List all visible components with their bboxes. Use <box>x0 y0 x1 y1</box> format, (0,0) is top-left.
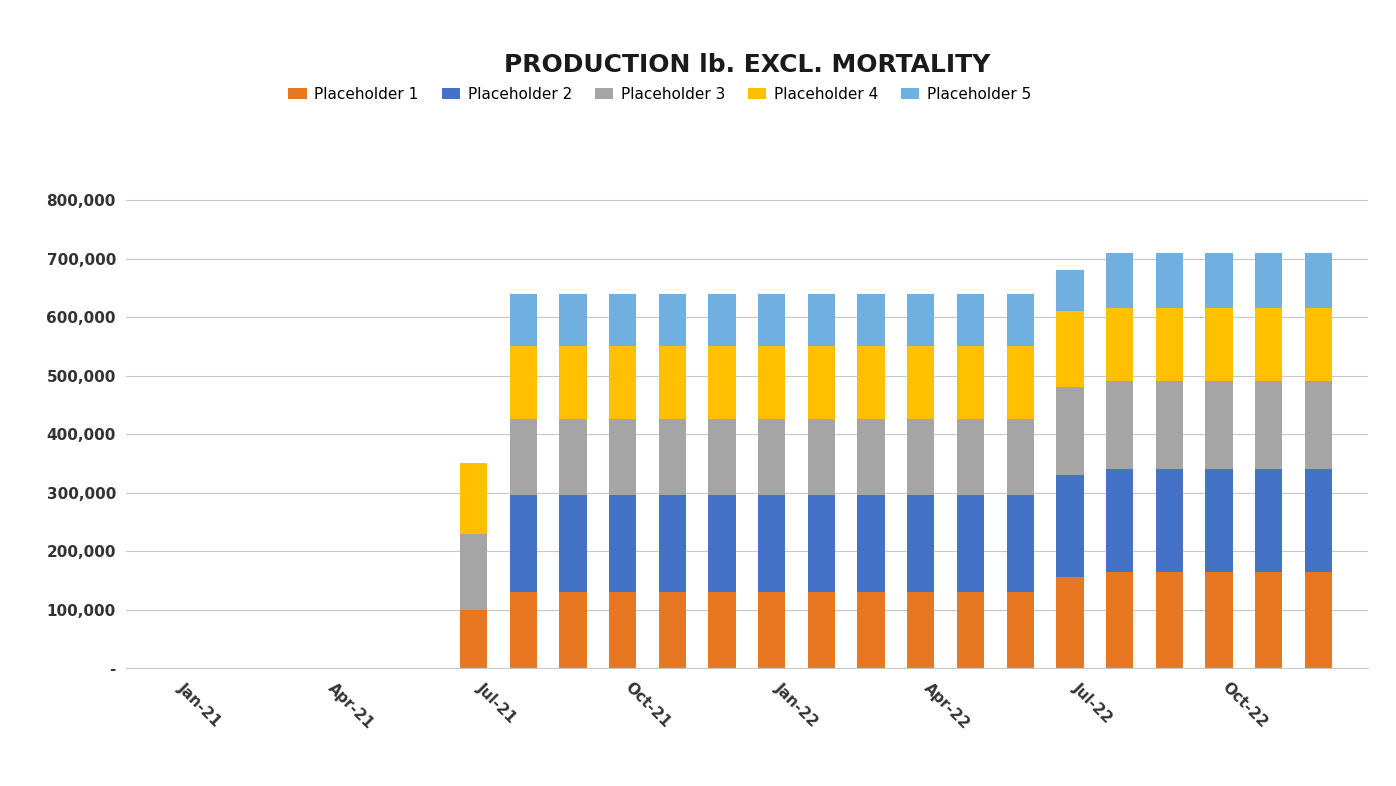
Bar <box>808 294 835 347</box>
Bar <box>560 347 586 420</box>
Bar <box>956 495 984 592</box>
Bar <box>1007 420 1034 495</box>
Bar <box>1057 270 1083 311</box>
Bar <box>1255 571 1283 668</box>
Bar <box>560 495 586 592</box>
Bar <box>808 347 835 420</box>
Bar <box>609 294 637 347</box>
Bar <box>659 420 685 495</box>
Bar <box>758 495 786 592</box>
Bar <box>758 420 786 495</box>
Bar <box>808 592 835 668</box>
Bar <box>1255 308 1283 381</box>
Bar <box>857 495 885 592</box>
Bar <box>1205 308 1233 381</box>
Bar <box>1106 308 1134 381</box>
Bar <box>907 347 934 420</box>
Bar <box>708 294 736 347</box>
Bar <box>907 495 934 592</box>
Bar <box>1156 252 1182 308</box>
Legend: Placeholder 1, Placeholder 2, Placeholder 3, Placeholder 4, Placeholder 5: Placeholder 1, Placeholder 2, Placeholde… <box>282 81 1037 108</box>
Bar <box>1205 469 1233 571</box>
Bar <box>1007 592 1034 668</box>
Bar <box>1106 469 1134 571</box>
Bar <box>1007 495 1034 592</box>
Bar <box>1205 381 1233 469</box>
Bar <box>659 495 685 592</box>
Bar <box>1255 381 1283 469</box>
Bar <box>1305 469 1332 571</box>
Bar <box>609 420 637 495</box>
Bar <box>758 294 786 347</box>
Bar <box>1057 475 1083 578</box>
Bar <box>659 347 685 420</box>
Bar <box>907 420 934 495</box>
Bar <box>1305 571 1332 668</box>
Bar <box>510 294 537 347</box>
Bar <box>609 592 637 668</box>
Bar <box>659 592 685 668</box>
Bar <box>560 592 586 668</box>
Bar <box>708 495 736 592</box>
Bar <box>1305 252 1332 308</box>
Bar <box>1106 252 1134 308</box>
Bar <box>907 294 934 347</box>
Bar <box>808 420 835 495</box>
Bar <box>857 347 885 420</box>
Bar <box>609 347 637 420</box>
Bar <box>1057 387 1083 475</box>
Bar <box>459 463 487 534</box>
Bar <box>857 294 885 347</box>
Bar <box>907 592 934 668</box>
Bar <box>956 420 984 495</box>
Bar <box>758 592 786 668</box>
Bar <box>560 294 586 347</box>
Bar <box>659 294 685 347</box>
Bar <box>956 592 984 668</box>
Bar <box>1305 308 1332 381</box>
Bar <box>1255 252 1283 308</box>
Bar <box>510 347 537 420</box>
Bar <box>1106 571 1134 668</box>
Bar <box>1106 381 1134 469</box>
Bar <box>1007 294 1034 347</box>
Bar <box>1156 381 1182 469</box>
Bar <box>510 592 537 668</box>
Bar <box>459 610 487 668</box>
Bar <box>1205 571 1233 668</box>
Bar <box>560 420 586 495</box>
Bar <box>857 420 885 495</box>
Bar <box>510 495 537 592</box>
Bar <box>1156 571 1182 668</box>
Bar <box>708 420 736 495</box>
Bar <box>609 495 637 592</box>
Bar <box>1007 347 1034 420</box>
Bar <box>708 347 736 420</box>
Title: PRODUCTION lb. EXCL. MORTALITY: PRODUCTION lb. EXCL. MORTALITY <box>504 53 990 77</box>
Bar <box>510 420 537 495</box>
Bar <box>1057 311 1083 387</box>
Bar <box>1205 252 1233 308</box>
Bar <box>708 592 736 668</box>
Bar <box>459 534 487 610</box>
Bar <box>1057 578 1083 668</box>
Bar <box>956 347 984 420</box>
Bar <box>956 294 984 347</box>
Bar <box>808 495 835 592</box>
Bar <box>1156 308 1182 381</box>
Bar <box>1255 469 1283 571</box>
Bar <box>1305 381 1332 469</box>
Bar <box>1156 469 1182 571</box>
Bar <box>758 347 786 420</box>
Bar <box>857 592 885 668</box>
